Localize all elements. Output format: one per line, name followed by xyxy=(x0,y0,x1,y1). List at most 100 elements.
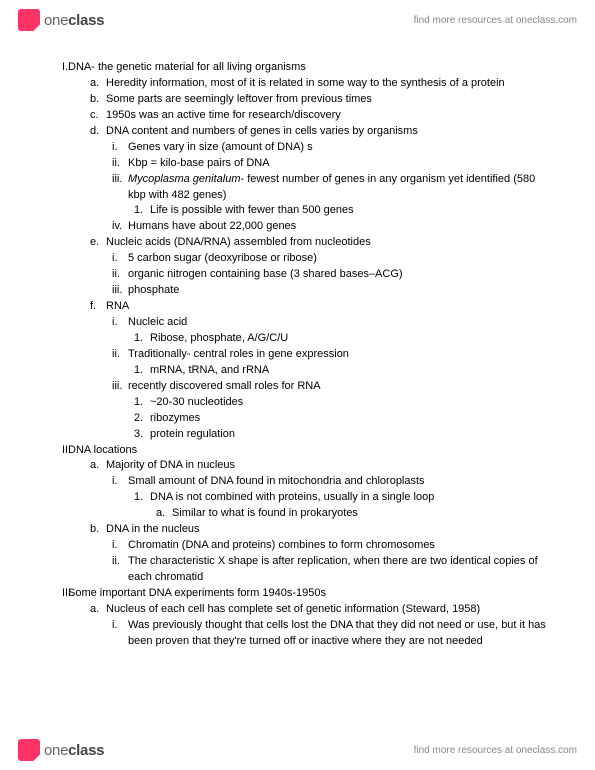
outline-marker: a. xyxy=(90,458,99,474)
outline-item: iv.Humans have about 22,000 genes xyxy=(128,219,555,235)
outline-text: ribozymes xyxy=(150,412,200,424)
outline-item: II.DNA locations a.Majority of DNA in nu… xyxy=(68,443,555,586)
outline-item: ii.Kbp = kilo-base pairs of DNA xyxy=(128,156,555,172)
outline-marker: i. xyxy=(112,618,118,634)
outline-item: ii.Traditionally- central roles in gene … xyxy=(128,347,555,379)
header-tagline: find more resources at oneclass.com xyxy=(414,15,577,26)
outline-marker: d. xyxy=(90,124,99,140)
logo-icon xyxy=(18,9,40,31)
outline-text: Nucleic acid xyxy=(128,316,187,328)
outline-marker: 2. xyxy=(134,411,143,427)
outline-text: DNA- the genetic material for all living… xyxy=(68,61,306,73)
outline-item: d.DNA content and numbers of genes in ce… xyxy=(106,124,555,236)
footer-tagline: find more resources at oneclass.com xyxy=(414,745,577,756)
outline-marker: iv. xyxy=(112,219,122,235)
outline-text: Kbp = kilo-base pairs of DNA xyxy=(128,157,270,169)
brand-logo: oneclass xyxy=(18,9,104,31)
logo-icon xyxy=(18,739,40,761)
logo-text: oneclass xyxy=(44,12,104,29)
outline-marker: 1. xyxy=(134,490,143,506)
outline-item: 3.protein regulation xyxy=(150,427,555,443)
outline-text: phosphate xyxy=(128,284,179,296)
outline-marker: iii. xyxy=(112,379,122,395)
outline-marker: b. xyxy=(90,92,99,108)
brand-logo-footer: oneclass xyxy=(18,739,104,761)
outline-marker: i. xyxy=(112,315,118,331)
outline-text: Humans have about 22,000 genes xyxy=(128,220,296,232)
outline-marker: i. xyxy=(112,251,118,267)
outline-text: 1950s was an active time for research/di… xyxy=(106,109,341,121)
outline-item: ii.organic nitrogen containing base (3 s… xyxy=(128,267,555,283)
outline-item: III.Some important DNA experiments form … xyxy=(68,586,555,650)
outline-text: Small amount of DNA found in mitochondri… xyxy=(128,475,425,487)
outline-text: recently discovered small roles for RNA xyxy=(128,380,321,392)
outline-item: i.Was previously thought that cells lost… xyxy=(128,618,555,650)
outline-marker: a. xyxy=(90,602,99,618)
outline-text: 5 carbon sugar (deoxyribose or ribose) xyxy=(128,252,317,264)
outline-text: Traditionally- central roles in gene exp… xyxy=(128,348,349,360)
outline-text: DNA in the nucleus xyxy=(106,523,200,535)
outline-text: mRNA, tRNA, and rRNA xyxy=(150,364,269,376)
outline-marker: 1. xyxy=(134,363,143,379)
outline-text: Heredity information, most of it is rela… xyxy=(106,77,505,89)
outline-text: Majority of DNA in nucleus xyxy=(106,459,235,471)
outline-marker: iii. xyxy=(112,172,122,188)
outline-item: a.Nucleus of each cell has complete set … xyxy=(106,602,555,650)
outline-marker: ii. xyxy=(112,267,120,283)
outline-marker: i. xyxy=(112,140,118,156)
logo-word1: one xyxy=(44,12,68,29)
outline-text: Genes vary in size (amount of DNA) s xyxy=(128,141,313,153)
outline-item: i.Genes vary in size (amount of DNA) s xyxy=(128,140,555,156)
outline-text: Nucleus of each cell has complete set of… xyxy=(106,603,480,615)
outline-marker: c. xyxy=(90,108,99,124)
outline-item: iii.Mycoplasma genitalum- fewest number … xyxy=(128,172,555,220)
outline-text: Chromatin (DNA and proteins) combines to… xyxy=(128,539,435,551)
outline-item: I.DNA- the genetic material for all livi… xyxy=(68,60,555,443)
outline-marker: ii. xyxy=(112,156,120,172)
outline-marker: i. xyxy=(112,538,118,554)
outline-item: i.Nucleic acid 1.Ribose, phosphate, A/G/… xyxy=(128,315,555,347)
outline-item: 2.ribozymes xyxy=(150,411,555,427)
outline-item: 1.Ribose, phosphate, A/G/C/U xyxy=(150,331,555,347)
outline-marker: 1. xyxy=(134,203,143,219)
outline-text: Life is possible with fewer than 500 gen… xyxy=(150,204,354,216)
document-body: I.DNA- the genetic material for all livi… xyxy=(50,60,555,650)
outline-text: ~20-30 nucleotides xyxy=(150,396,243,408)
outline-marker: 1. xyxy=(134,395,143,411)
outline-text: protein regulation xyxy=(150,428,235,440)
outline-item: iii.phosphate xyxy=(128,283,555,299)
outline-text: DNA content and numbers of genes in cell… xyxy=(106,125,418,137)
outline-marker: e. xyxy=(90,235,99,251)
outline-item: c.1950s was an active time for research/… xyxy=(106,108,555,124)
outline-text: organic nitrogen containing base (3 shar… xyxy=(128,268,403,280)
outline-item: e.Nucleic acids (DNA/RNA) assembled from… xyxy=(106,235,555,299)
outline-marker: i. xyxy=(112,474,118,490)
logo-text: oneclass xyxy=(44,742,104,759)
outline-item: a.Similar to what is found in prokaryote… xyxy=(172,506,555,522)
outline-marker: a. xyxy=(156,506,165,522)
outline-marker: a. xyxy=(90,76,99,92)
outline-item: i.Chromatin (DNA and proteins) combines … xyxy=(128,538,555,554)
outline-text: Was previously thought that cells lost t… xyxy=(128,619,546,647)
outline-marker: II. xyxy=(62,443,71,459)
outline-item: f.RNA i.Nucleic acid 1.Ribose, phosphate… xyxy=(106,299,555,442)
outline-item: 1.mRNA, tRNA, and rRNA xyxy=(150,363,555,379)
outline-text: DNA locations xyxy=(68,444,137,456)
outline-item: iii.recently discovered small roles for … xyxy=(128,379,555,443)
outline-item: b.Some parts are seemingly leftover from… xyxy=(106,92,555,108)
outline-item: b.DNA in the nucleus i.Chromatin (DNA an… xyxy=(106,522,555,586)
page-footer: oneclass find more resources at oneclass… xyxy=(0,730,595,770)
outline-marker: III. xyxy=(62,586,74,602)
outline-item: a.Heredity information, most of it is re… xyxy=(106,76,555,92)
page-header: oneclass find more resources at oneclass… xyxy=(0,0,595,40)
outline-marker: f. xyxy=(90,299,96,315)
outline-text: Similar to what is found in prokaryotes xyxy=(172,507,358,519)
outline-marker: ii. xyxy=(112,347,120,363)
outline-text: Ribose, phosphate, A/G/C/U xyxy=(150,332,288,344)
outline-text: RNA xyxy=(106,300,129,312)
outline-item: a. Majority of DNA in nucleus i. Small amo… xyxy=(106,458,555,522)
outline-marker: 3. xyxy=(134,427,143,443)
outline-item: 1.DNA is not combined with proteins, usu… xyxy=(150,490,555,522)
logo-word2: class xyxy=(68,742,104,759)
outline-text: DNA is not combined with proteins, usual… xyxy=(150,491,434,503)
